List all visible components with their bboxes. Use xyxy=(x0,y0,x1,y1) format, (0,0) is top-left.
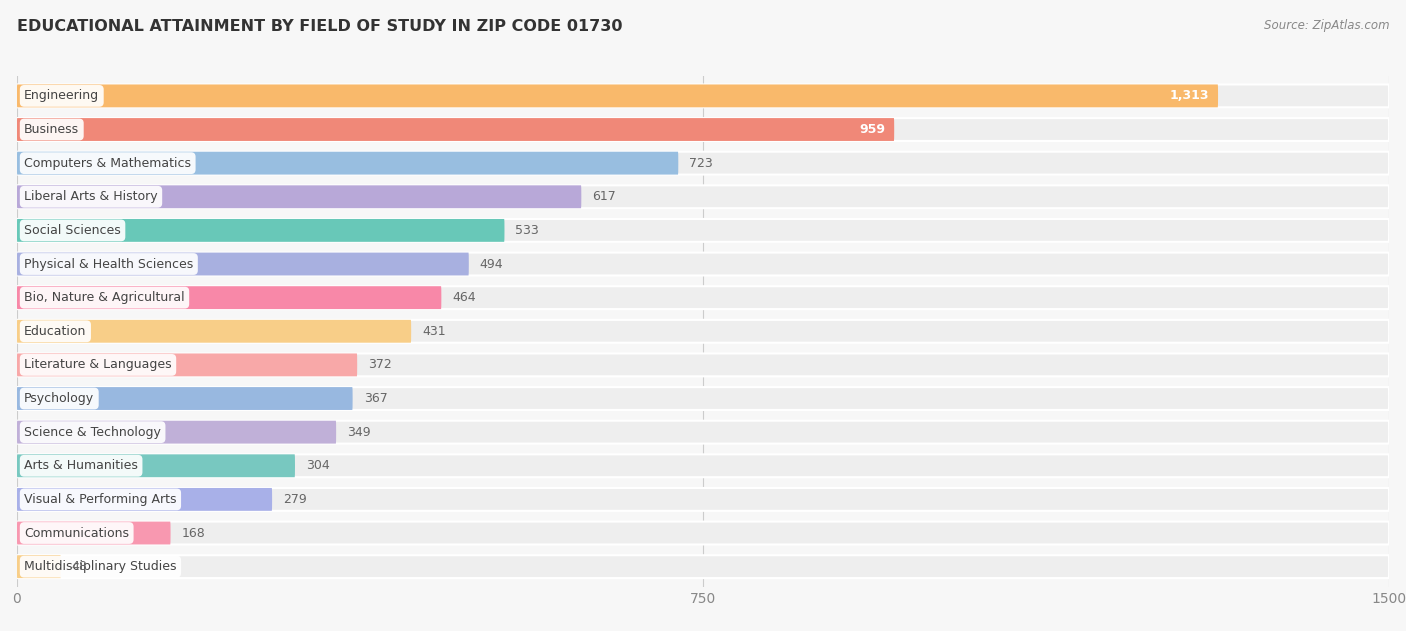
Text: 431: 431 xyxy=(422,325,446,338)
FancyBboxPatch shape xyxy=(17,85,1389,107)
FancyBboxPatch shape xyxy=(17,219,505,242)
Text: Bio, Nature & Agricultural: Bio, Nature & Agricultural xyxy=(24,291,184,304)
FancyBboxPatch shape xyxy=(17,387,1389,410)
Text: Liberal Arts & History: Liberal Arts & History xyxy=(24,191,157,203)
Text: 494: 494 xyxy=(479,257,503,271)
FancyBboxPatch shape xyxy=(17,387,353,410)
Text: Communications: Communications xyxy=(24,526,129,540)
Text: Social Sciences: Social Sciences xyxy=(24,224,121,237)
Text: Business: Business xyxy=(24,123,79,136)
Text: Source: ZipAtlas.com: Source: ZipAtlas.com xyxy=(1264,19,1389,32)
Text: 349: 349 xyxy=(347,426,371,439)
FancyBboxPatch shape xyxy=(17,454,1389,477)
Text: 304: 304 xyxy=(307,459,330,472)
Text: 533: 533 xyxy=(516,224,540,237)
Text: 367: 367 xyxy=(364,392,387,405)
FancyBboxPatch shape xyxy=(17,286,441,309)
FancyBboxPatch shape xyxy=(17,252,1389,276)
Text: Literature & Languages: Literature & Languages xyxy=(24,358,172,372)
FancyBboxPatch shape xyxy=(17,252,468,276)
FancyBboxPatch shape xyxy=(17,151,1389,175)
Text: 617: 617 xyxy=(592,191,616,203)
Text: 279: 279 xyxy=(283,493,307,506)
Text: 48: 48 xyxy=(72,560,87,573)
FancyBboxPatch shape xyxy=(17,118,894,141)
FancyBboxPatch shape xyxy=(17,151,678,175)
Text: 464: 464 xyxy=(453,291,477,304)
FancyBboxPatch shape xyxy=(17,353,1389,376)
Text: Science & Technology: Science & Technology xyxy=(24,426,162,439)
FancyBboxPatch shape xyxy=(17,488,1389,511)
FancyBboxPatch shape xyxy=(17,522,170,545)
FancyBboxPatch shape xyxy=(17,219,1389,242)
FancyBboxPatch shape xyxy=(17,421,1389,444)
FancyBboxPatch shape xyxy=(17,522,1389,545)
FancyBboxPatch shape xyxy=(17,353,357,376)
Text: Physical & Health Sciences: Physical & Health Sciences xyxy=(24,257,194,271)
Text: Arts & Humanities: Arts & Humanities xyxy=(24,459,138,472)
FancyBboxPatch shape xyxy=(17,320,411,343)
FancyBboxPatch shape xyxy=(17,488,273,511)
FancyBboxPatch shape xyxy=(17,186,581,208)
Text: 723: 723 xyxy=(689,156,713,170)
FancyBboxPatch shape xyxy=(17,320,1389,343)
FancyBboxPatch shape xyxy=(17,186,1389,208)
Text: Psychology: Psychology xyxy=(24,392,94,405)
Text: Multidisciplinary Studies: Multidisciplinary Studies xyxy=(24,560,177,573)
FancyBboxPatch shape xyxy=(17,555,60,578)
FancyBboxPatch shape xyxy=(17,421,336,444)
Text: 168: 168 xyxy=(181,526,205,540)
FancyBboxPatch shape xyxy=(17,555,1389,578)
Text: EDUCATIONAL ATTAINMENT BY FIELD OF STUDY IN ZIP CODE 01730: EDUCATIONAL ATTAINMENT BY FIELD OF STUDY… xyxy=(17,19,623,34)
FancyBboxPatch shape xyxy=(17,118,1389,141)
FancyBboxPatch shape xyxy=(17,286,1389,309)
Text: Visual & Performing Arts: Visual & Performing Arts xyxy=(24,493,177,506)
Text: 372: 372 xyxy=(368,358,392,372)
Text: Education: Education xyxy=(24,325,87,338)
Text: Computers & Mathematics: Computers & Mathematics xyxy=(24,156,191,170)
FancyBboxPatch shape xyxy=(17,454,295,477)
FancyBboxPatch shape xyxy=(17,85,1218,107)
Text: Engineering: Engineering xyxy=(24,90,100,102)
Text: 1,313: 1,313 xyxy=(1170,90,1209,102)
Text: 959: 959 xyxy=(859,123,884,136)
